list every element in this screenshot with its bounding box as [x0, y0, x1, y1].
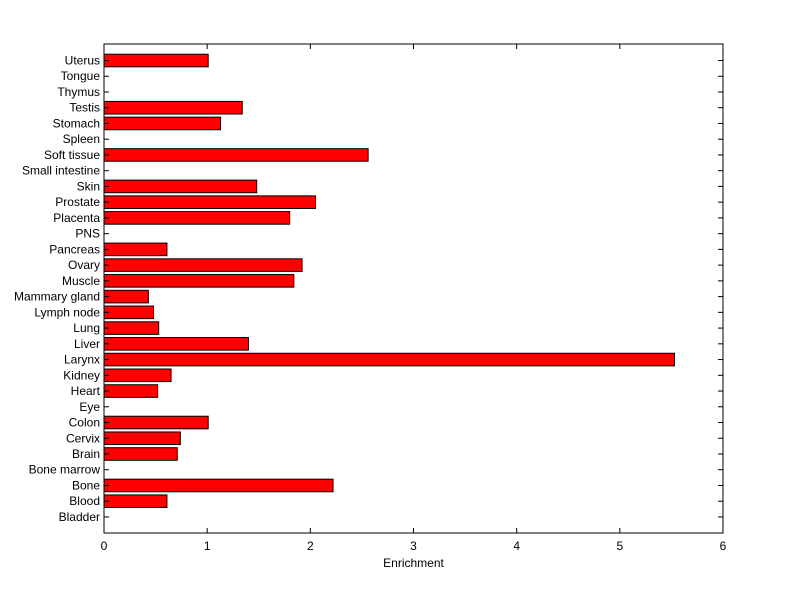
bar-ovary	[103, 258, 303, 272]
bar-muscle	[103, 274, 295, 288]
y-tick-label-larynx: Larynx	[64, 353, 100, 367]
y-tick-label-prostate: Prostate	[55, 195, 100, 209]
bar-soft-tissue	[103, 148, 369, 162]
y-tick-label-bone-marrow: Bone marrow	[29, 463, 101, 477]
y-tick-label-tongue: Tongue	[61, 69, 101, 83]
x-axis-label: Enrichment	[383, 556, 444, 570]
bar-larynx	[103, 352, 676, 367]
bar-bone	[103, 478, 334, 493]
bar-cervix	[103, 431, 181, 446]
y-tick-label-skin: Skin	[77, 179, 100, 193]
x-axis-ticks: 0 1 2 3 4 5 6	[101, 44, 727, 553]
y-tick-label-spleen: Spleen	[63, 132, 100, 146]
y-tick-label-thymus: Thymus	[57, 85, 100, 99]
y-tick-label-cervix: Cervix	[66, 431, 100, 445]
bar-lung	[103, 321, 160, 335]
bar-prostate	[103, 195, 316, 209]
bar-kidney	[103, 368, 172, 383]
y-tick-label-mammary-gland: Mammary gland	[14, 290, 100, 304]
y-tick-label-small-intestine: Small intestine	[22, 164, 100, 178]
y-tick-label-brain: Brain	[72, 447, 100, 461]
bar-brain	[103, 447, 178, 461]
bar-liver	[103, 337, 249, 351]
y-tick-label-placenta: Placenta	[53, 211, 100, 225]
y-tick-label-testis: Testis	[69, 101, 100, 115]
x-tick-label-6: 6	[720, 539, 727, 553]
bar-testis	[103, 100, 243, 115]
x-tick-label-5: 5	[616, 539, 623, 553]
bar-blood	[103, 494, 168, 509]
bar-skin	[103, 179, 258, 194]
x-tick-label-4: 4	[513, 539, 520, 553]
y-tick-label-muscle: Muscle	[62, 274, 100, 288]
y-tick-label-uterus: Uterus	[65, 54, 100, 68]
x-tick-label-0: 0	[101, 539, 108, 553]
y-tick-label-ovary: Ovary	[68, 258, 100, 272]
bar-uterus	[103, 53, 209, 68]
x-tick-label-2: 2	[307, 539, 314, 553]
y-tick-label-soft-tissue: Soft tissue	[44, 148, 100, 162]
x-tick-label-3: 3	[410, 539, 417, 553]
bar-lymph-node	[103, 305, 155, 320]
y-tick-label-eye: Eye	[79, 400, 100, 414]
y-tick-label-pns: PNS	[75, 227, 100, 241]
bar-mammary-gland	[103, 289, 149, 304]
y-tick-label-blood: Blood	[69, 494, 100, 508]
bar-pancreas	[103, 242, 168, 257]
y-tick-label-lung: Lung	[73, 321, 100, 335]
y-tick-label-bladder: Bladder	[59, 510, 100, 524]
y-tick-label-kidney: Kidney	[63, 368, 100, 382]
y-tick-label-colon: Colon	[69, 416, 100, 430]
y-tick-label-heart: Heart	[71, 384, 101, 398]
y-tick-label-bone: Bone	[72, 478, 100, 492]
y-tick-label-lymph-node: Lymph node	[34, 305, 100, 319]
bar-colon	[103, 415, 209, 430]
x-tick-label-1: 1	[204, 539, 211, 553]
bar-stomach	[103, 116, 222, 131]
plot-frame	[103, 43, 724, 534]
bar-heart	[103, 384, 159, 398]
y-tick-label-liver: Liver	[74, 337, 100, 351]
y-tick-label-stomach: Stomach	[53, 116, 100, 130]
y-tick-label-pancreas: Pancreas	[49, 242, 100, 256]
bar-placenta	[103, 211, 291, 225]
